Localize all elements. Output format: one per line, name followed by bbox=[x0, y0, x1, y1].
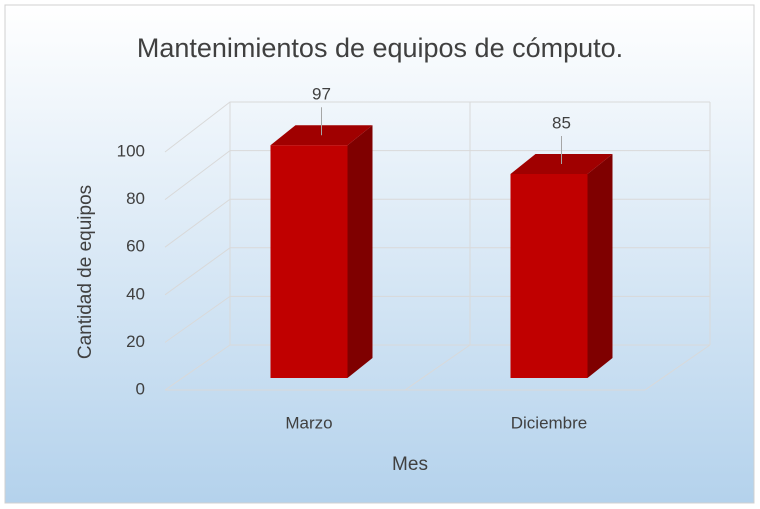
x-tick-label: Marzo bbox=[285, 413, 332, 432]
y-axis-label: Cantidad de equipos bbox=[75, 185, 96, 359]
bar-side bbox=[587, 154, 613, 378]
category-divider bbox=[404, 344, 471, 391]
data-label: 97 bbox=[312, 85, 331, 104]
chart-background bbox=[4, 4, 755, 504]
data-label: 85 bbox=[552, 113, 571, 132]
bar-side bbox=[347, 125, 373, 378]
bar bbox=[510, 174, 588, 378]
floor-edge bbox=[644, 344, 711, 391]
y-tick-label: 40 bbox=[126, 284, 145, 303]
chart-title: Mantenimientos de equipos de cómputo. bbox=[137, 33, 623, 63]
y-tick-label: 60 bbox=[126, 237, 145, 256]
y-tick-label: 20 bbox=[126, 332, 145, 351]
y-tick-label: 80 bbox=[126, 189, 145, 208]
bar bbox=[270, 145, 348, 378]
x-tick-label: Diciembre bbox=[511, 413, 588, 432]
y-tick-label: 0 bbox=[136, 379, 145, 398]
x-axis-label: Mes bbox=[392, 454, 428, 475]
y-tick-label: 100 bbox=[117, 141, 145, 160]
